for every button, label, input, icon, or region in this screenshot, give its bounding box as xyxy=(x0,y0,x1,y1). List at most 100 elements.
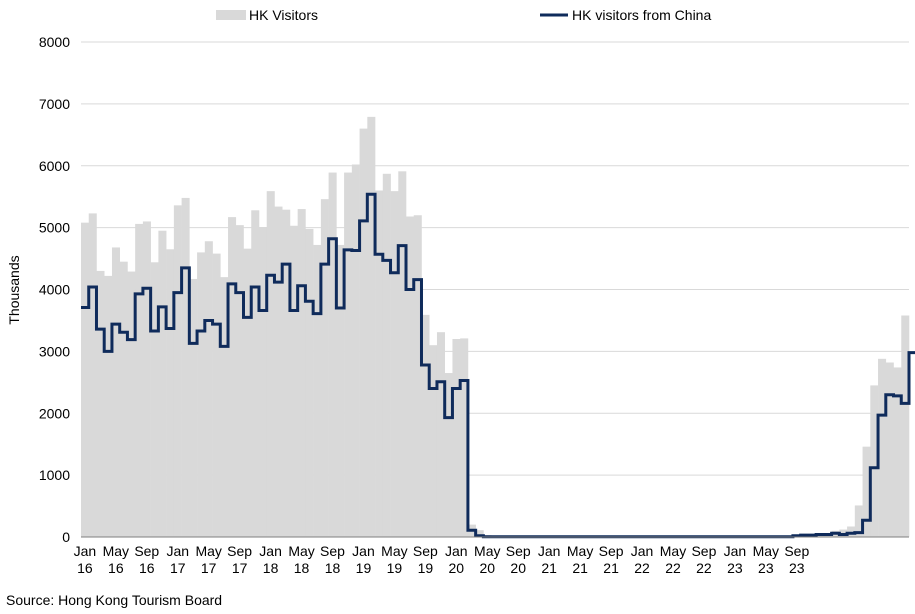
bar xyxy=(390,191,399,537)
x-tick-month: May xyxy=(660,543,686,559)
bar xyxy=(297,209,306,537)
bar xyxy=(266,191,275,537)
bar xyxy=(173,205,182,537)
x-tick-year: 17 xyxy=(201,560,217,576)
bar xyxy=(197,252,206,537)
bar xyxy=(81,222,90,538)
bar xyxy=(158,230,167,537)
x-tick-year: 18 xyxy=(294,560,310,576)
legend-label-china-visitors: HK visitors from China xyxy=(572,7,711,23)
y-tick-labels: 0 1000 2000 3000 4000 5000 6000 7000 8000 xyxy=(39,34,70,545)
bar xyxy=(893,367,902,537)
bar xyxy=(382,173,391,537)
bar xyxy=(282,209,291,537)
bar xyxy=(870,385,879,537)
x-tick-month: Sep xyxy=(320,543,345,559)
bar xyxy=(119,261,128,537)
x-tick-year: 20 xyxy=(510,560,526,576)
bar xyxy=(398,171,407,537)
x-tick-month: May xyxy=(103,543,129,559)
x-tick-month: Sep xyxy=(227,543,252,559)
x-tick-year: 18 xyxy=(325,560,341,576)
x-tick-month: Jan xyxy=(166,543,189,559)
x-tick-year: 18 xyxy=(263,560,279,576)
x-tick-month: Jan xyxy=(74,543,97,559)
x-tick-month: Sep xyxy=(691,543,716,559)
bar xyxy=(181,197,190,538)
bar xyxy=(135,223,144,537)
x-tick-month: Sep xyxy=(134,543,159,559)
x-tick-month: Jan xyxy=(352,543,375,559)
bar xyxy=(344,172,353,537)
x-tick-year: 16 xyxy=(108,560,124,576)
bar xyxy=(212,253,221,538)
x-tick-year: 19 xyxy=(418,560,434,576)
bar xyxy=(204,241,213,538)
bar xyxy=(444,373,453,537)
bar xyxy=(413,215,422,537)
bar xyxy=(460,338,469,537)
china-visitors-line xyxy=(81,192,915,539)
bar xyxy=(854,505,863,537)
bar xyxy=(305,228,314,538)
y-tick-label: 8000 xyxy=(39,34,70,50)
y-tick-label: 2000 xyxy=(39,405,70,421)
x-tick-year: 21 xyxy=(541,560,557,576)
x-tick-year: 20 xyxy=(479,560,495,576)
china-line-path xyxy=(81,192,915,539)
bar xyxy=(336,244,345,537)
bar xyxy=(251,210,260,538)
x-tick-month: May xyxy=(288,543,314,559)
legend-swatch-hk-visitors xyxy=(216,10,246,20)
x-tick-month: Jan xyxy=(724,543,747,559)
x-tick-year: 19 xyxy=(356,560,372,576)
bar xyxy=(142,221,151,537)
bar xyxy=(367,116,376,538)
x-tick-month: Sep xyxy=(784,543,809,559)
x-tick-month: Sep xyxy=(599,543,624,559)
bar xyxy=(289,225,298,538)
bar xyxy=(328,172,337,537)
bar xyxy=(885,362,894,537)
bar xyxy=(847,526,856,537)
x-tick-month: May xyxy=(753,543,779,559)
bar xyxy=(436,332,446,537)
x-tick-year: 19 xyxy=(387,560,403,576)
bar xyxy=(220,277,229,537)
bar xyxy=(313,244,322,537)
y-tick-label: 0 xyxy=(62,529,70,545)
bar xyxy=(150,262,159,537)
hk-visitors-bars xyxy=(81,116,910,538)
bar xyxy=(243,248,252,537)
bar xyxy=(127,271,136,537)
x-tick-year: 16 xyxy=(139,560,155,576)
bar xyxy=(375,190,384,537)
x-tick-month: Jan xyxy=(445,543,468,559)
x-tick-month: Jan xyxy=(631,543,654,559)
y-tick-label: 1000 xyxy=(39,467,70,483)
bar xyxy=(862,446,871,537)
bar xyxy=(406,216,415,538)
x-tick-year: 22 xyxy=(665,560,681,576)
legend: HK Visitors HK visitors from China xyxy=(216,7,711,23)
x-tick-year: 22 xyxy=(634,560,650,576)
bar xyxy=(258,227,268,537)
x-tick-month: Jan xyxy=(259,543,282,559)
x-tick-year: 17 xyxy=(232,560,248,576)
source-note: Source: Hong Kong Tourism Board xyxy=(6,592,223,608)
x-tick-year: 20 xyxy=(449,560,465,576)
x-tick-year: 21 xyxy=(603,560,619,576)
y-tick-label: 5000 xyxy=(39,220,70,236)
bar xyxy=(189,278,198,537)
y-axis-label: Thousands xyxy=(6,255,22,324)
x-tick-year: 22 xyxy=(696,560,712,576)
x-tick-year: 23 xyxy=(727,560,743,576)
bar xyxy=(274,206,283,537)
bar xyxy=(475,530,484,537)
x-tick-month: May xyxy=(195,543,221,559)
bar xyxy=(96,270,105,537)
bar xyxy=(235,225,244,537)
x-tick-year: 23 xyxy=(758,560,774,576)
bar xyxy=(88,213,97,538)
x-tick-month: Jan xyxy=(538,543,561,559)
